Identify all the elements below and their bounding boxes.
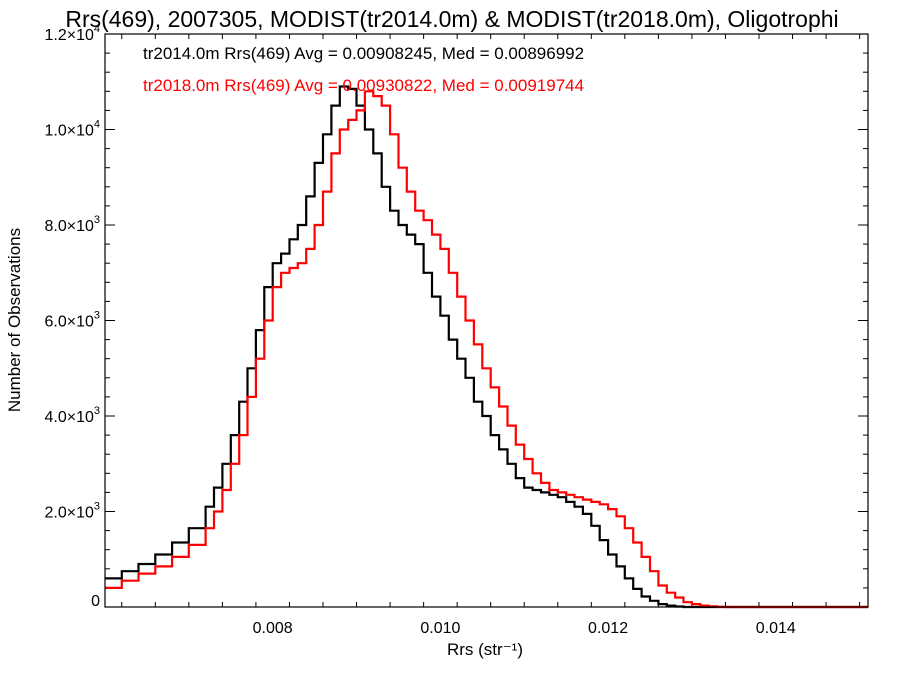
y-tick-label: 6.0×103: [44, 310, 100, 331]
x-axis-label: Rrs (str⁻¹): [447, 640, 523, 659]
y-tick-label: 1.0×104: [44, 119, 100, 140]
y-tick-labels: 0 2.0×103 4.0×103 6.0×103 8.0×103 1.0×104 1.2×…: [44, 23, 100, 610]
chart-title: Rrs(469), 2007305, MODIST(tr2014.0m) & M…: [65, 6, 838, 32]
y-tick-label: 8.0×103: [44, 214, 100, 235]
y-axis-label: Number of Observations: [5, 228, 24, 412]
series-2-line: [105, 90, 868, 609]
x-tick-label: 0.012: [588, 620, 628, 637]
x-tick-label: 0.010: [420, 620, 460, 637]
series-1-annotation: tr2014.0m Rrs(469) Avg = 0.00908245, Med…: [143, 44, 584, 63]
x-tick-label: 0.014: [756, 620, 796, 637]
series-lines: [105, 85, 868, 609]
series-2-annotation: tr2018.0m Rrs(469) Avg = 0.00930822, Med…: [143, 76, 584, 95]
tick-marks: [105, 33, 868, 608]
y-tick-label: 0: [91, 593, 100, 610]
x-tick-label: 0.008: [253, 620, 293, 637]
y-tick-label: 1.2×104: [44, 23, 100, 44]
x-tick-labels: 0.008 0.010 0.012 0.014: [253, 620, 796, 637]
y-tick-label: 4.0×103: [44, 405, 100, 426]
plot-frame: [104, 33, 869, 608]
series-1-line: [105, 85, 868, 609]
y-tick-label: 2.0×103: [44, 501, 100, 522]
